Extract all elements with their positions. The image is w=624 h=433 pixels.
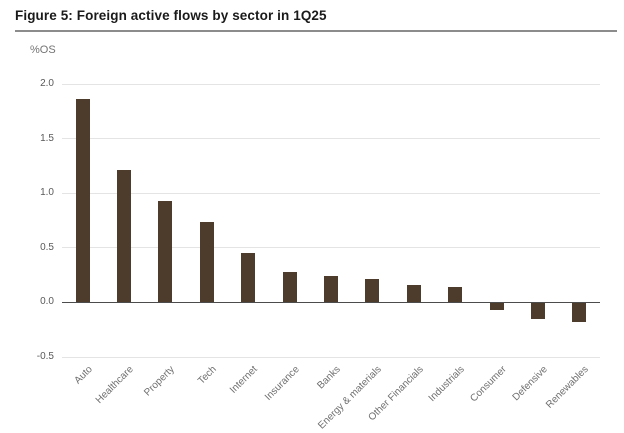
- y-axis-unit-label: %OS: [30, 44, 56, 56]
- y-axis-tick-label: -0.5: [36, 351, 54, 362]
- bar: [75, 99, 90, 303]
- bar: [199, 221, 214, 303]
- bar: [158, 200, 173, 303]
- bar: [282, 271, 297, 303]
- y-axis-tick-label: 0.0: [40, 296, 54, 308]
- bar: [530, 302, 545, 319]
- gridline: [62, 247, 600, 249]
- bar: [406, 284, 421, 303]
- y-axis-tick-label: 0.5: [40, 241, 54, 253]
- zero-axis-line: [62, 301, 600, 304]
- bar: [448, 287, 463, 303]
- bar: [489, 302, 504, 311]
- bar: [117, 170, 132, 303]
- bar: [241, 253, 256, 303]
- gridline: [62, 356, 600, 358]
- plot-area: [62, 83, 600, 358]
- y-axis-tick-label: 1.5: [40, 132, 54, 144]
- bar: [365, 279, 380, 303]
- gridline: [62, 192, 600, 194]
- gridline: [62, 138, 600, 140]
- bar: [324, 276, 338, 303]
- y-axis-tick-label: 2.0: [40, 78, 54, 89]
- title-rule: [15, 30, 617, 32]
- bar: [572, 302, 587, 323]
- figure-title: Figure 5: Foreign active flows by sector…: [15, 8, 327, 23]
- gridline: [62, 83, 600, 85]
- y-axis-tick-label: 1.0: [40, 187, 54, 199]
